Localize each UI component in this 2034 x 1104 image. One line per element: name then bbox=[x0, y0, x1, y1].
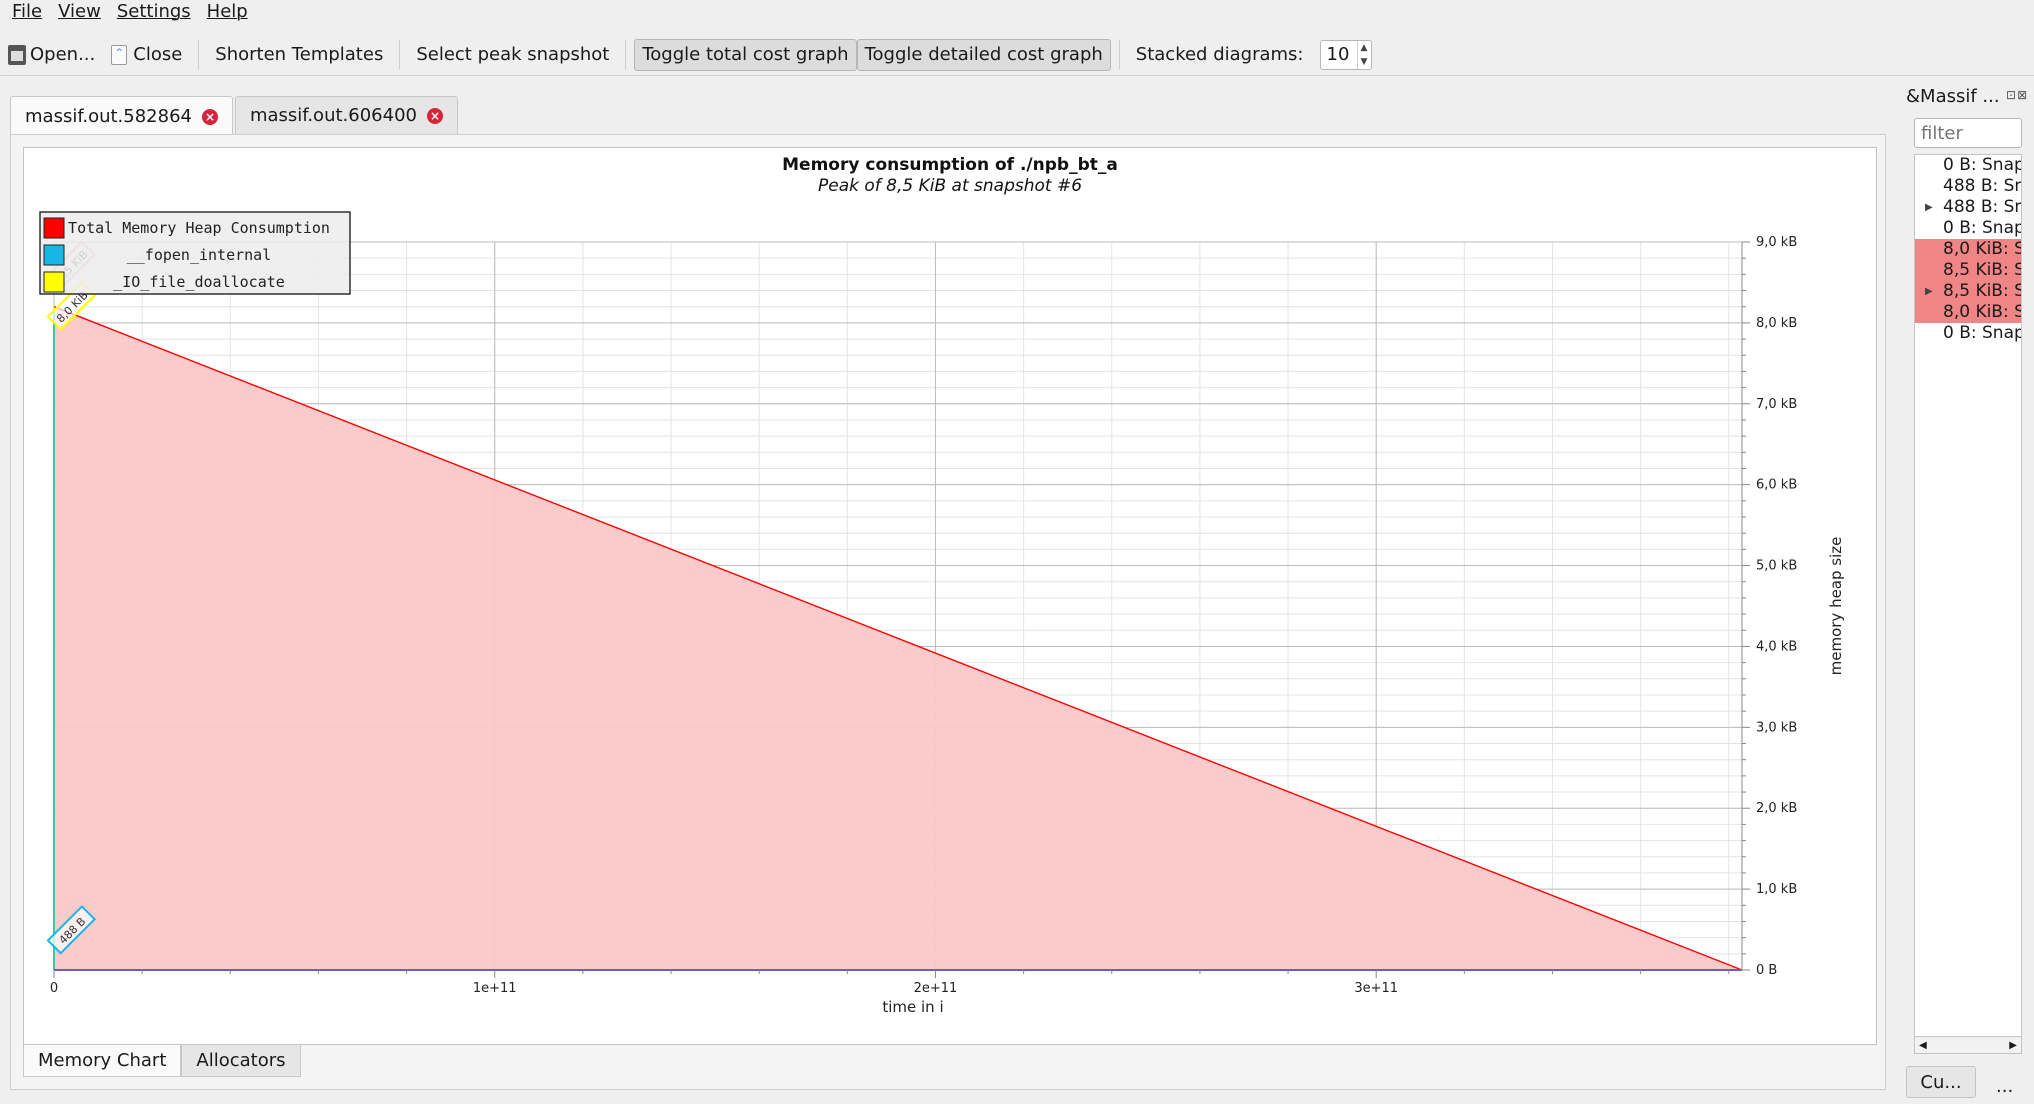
y-tick-label: 2,0 kB bbox=[1756, 801, 1797, 816]
toggle-detailed-cost-button[interactable]: Toggle detailed cost graph bbox=[856, 38, 1111, 71]
snapshot-label: 488 B: Sn. bbox=[1943, 197, 2021, 217]
chart-title: Memory consumption of ./npb_bt_a bbox=[782, 155, 1118, 175]
menu-file[interactable]: File bbox=[12, 1, 43, 22]
close-tab-icon[interactable]: × bbox=[201, 108, 218, 125]
legend-swatch bbox=[43, 244, 65, 266]
snapshot-list[interactable]: 0 B: Snap.488 B: Sn.▶488 B: Sn.0 B: Snap… bbox=[1914, 154, 2022, 1054]
tab-label: massif.out.582864 bbox=[25, 106, 192, 127]
stacked-diagrams-spinbox[interactable]: 10 ▲ ▼ bbox=[1319, 39, 1372, 70]
x-tick-label: 3e+11 bbox=[1354, 981, 1398, 996]
filter-input[interactable] bbox=[1914, 118, 2022, 148]
toolbar-separator bbox=[1118, 39, 1120, 70]
spin-arrows[interactable]: ▲ ▼ bbox=[1356, 40, 1371, 69]
y-tick-label: 0 B bbox=[1756, 963, 1777, 978]
toolbar-separator bbox=[399, 39, 401, 70]
snapshot-item[interactable]: 488 B: Sn. bbox=[1915, 176, 2021, 197]
menu-help[interactable]: Help bbox=[206, 1, 248, 22]
toolbar: Open... ^ Close Shorten Templates Select… bbox=[0, 34, 2034, 76]
snapshot-label: 0 B: Snap. bbox=[1943, 218, 2021, 238]
y-tick-label: 5,0 kB bbox=[1756, 559, 1797, 574]
horizontal-scrollbar[interactable]: ◀ ▶ bbox=[1914, 1036, 2022, 1054]
tab-massif-582864[interactable]: massif.out.582864 × bbox=[10, 96, 233, 136]
y-tick-label: 8,0 kB bbox=[1756, 316, 1797, 331]
chevron-down-icon[interactable]: ▼ bbox=[1360, 56, 1368, 67]
series-line bbox=[53, 306, 1743, 971]
scroll-right-icon[interactable]: ▶ bbox=[2009, 1039, 2017, 1051]
menu-bar: File View Settings Help bbox=[0, 0, 2034, 24]
shorten-templates-button[interactable]: Shorten Templates bbox=[215, 44, 384, 65]
annotation-box bbox=[46, 905, 97, 955]
menu-settings[interactable]: Settings bbox=[116, 1, 191, 22]
toolbar-separator bbox=[625, 39, 627, 70]
close-button[interactable]: ^ Close bbox=[103, 39, 190, 71]
snapshot-item[interactable]: ▶ 488 B: Sn. bbox=[1915, 197, 2021, 218]
dock-title: &Massif ... bbox=[1906, 86, 2000, 107]
chart-subtitle: Peak of 8,5 KiB at snapshot #6 bbox=[818, 176, 1082, 196]
file-tabs: massif.out.582864 × massif.out.606400 × bbox=[10, 96, 460, 136]
tab-allocators[interactable]: Allocators bbox=[181, 1045, 301, 1077]
snapshot-item[interactable]: 8,0 KiB: S. bbox=[1915, 239, 2021, 260]
y-tick-label: 4,0 kB bbox=[1756, 639, 1797, 654]
menu-view[interactable]: View bbox=[58, 1, 101, 22]
open-file-icon bbox=[8, 44, 26, 65]
y-tick-label: 1,0 kB bbox=[1756, 882, 1797, 897]
legend-label: _IO_file_doallocate bbox=[113, 273, 285, 291]
dock-bottom-button[interactable]: Cu... bbox=[1906, 1066, 1976, 1098]
y-tick-label: 7,0 kB bbox=[1756, 397, 1797, 412]
stacked-diagrams-label: Stacked diagrams: bbox=[1135, 44, 1304, 65]
x-tick-label: 1e+11 bbox=[473, 981, 517, 996]
legend-label: __fopen_internal bbox=[127, 246, 272, 264]
float-dock-icon[interactable]: ⊡ bbox=[2006, 88, 2018, 102]
expand-arrow-icon[interactable]: ▶ bbox=[1925, 202, 1933, 213]
snapshot-label: 8,5 KiB: S. bbox=[1943, 281, 2021, 301]
snapshot-label: 488 B: Sn. bbox=[1943, 176, 2021, 196]
chart-canvas: 0 B 1,0 kB 2,0 kB 3,0 kB 4,0 kB 5,0 kB 6,0 kB 7… bbox=[39, 155, 1845, 1016]
snapshot-item[interactable]: 0 B: Snap. bbox=[1915, 218, 2021, 239]
snapshot-item[interactable]: 0 B: Snap. bbox=[1915, 155, 2021, 176]
x-axis-label: time in i bbox=[882, 998, 943, 1016]
close-button-label: Close bbox=[133, 44, 183, 65]
open-button[interactable]: Open... bbox=[0, 39, 103, 71]
view-tabs: Memory Chart Allocators bbox=[23, 1045, 301, 1077]
chevron-up-icon[interactable]: ▲ bbox=[1360, 42, 1368, 53]
close-dock-icon[interactable]: ⊠ bbox=[2017, 88, 2029, 102]
tab-massif-606400[interactable]: massif.out.606400 × bbox=[234, 96, 458, 134]
y-tick-label: 3,0 kB bbox=[1756, 720, 1797, 735]
y-tick-label: 6,0 kB bbox=[1756, 478, 1797, 493]
toggle-total-cost-button[interactable]: Toggle total cost graph bbox=[634, 38, 857, 71]
legend-swatch bbox=[43, 271, 65, 293]
snapshot-label: 0 B: Snap. bbox=[1943, 323, 2021, 343]
snapshot-label: 8,0 KiB: S. bbox=[1943, 239, 2021, 259]
tab-label: massif.out.606400 bbox=[249, 105, 417, 126]
x-tick-label: 0 bbox=[50, 981, 58, 996]
stacked-diagrams-value: 10 bbox=[1326, 44, 1350, 65]
tab-content-panel: 0 B 1,0 kB 2,0 kB 3,0 kB 4,0 kB 5,0 kB 6,0 kB 7… bbox=[10, 134, 1886, 1090]
memory-chart: 0 B 1,0 kB 2,0 kB 3,0 kB 4,0 kB 5,0 kB 6,0 kB 7… bbox=[23, 147, 1877, 1045]
snapshot-item[interactable]: 8,5 KiB: S. bbox=[1915, 260, 2021, 281]
snapshot-item[interactable]: 8,0 KiB: S. bbox=[1915, 302, 2021, 323]
expand-arrow-icon[interactable]: ▶ bbox=[1925, 286, 1933, 297]
open-button-label: Open... bbox=[30, 44, 96, 65]
close-file-icon: ^ bbox=[111, 44, 128, 65]
y-axis-label: memory heap size bbox=[1827, 537, 1845, 676]
dock-buttons[interactable]: ⊡⊠ bbox=[2006, 88, 2028, 102]
toolbar-separator bbox=[198, 39, 200, 70]
snapshot-item[interactable]: ▶ 8,5 KiB: S. bbox=[1915, 281, 2021, 302]
snapshot-item[interactable]: 0 B: Snap. bbox=[1915, 323, 2021, 344]
y-tick-label: 9,0 kB bbox=[1756, 235, 1797, 250]
legend-swatch bbox=[43, 217, 65, 239]
tab-memory-chart[interactable]: Memory Chart bbox=[23, 1045, 182, 1077]
more-options[interactable]: ... bbox=[1996, 1076, 2014, 1097]
legend-box bbox=[39, 211, 351, 295]
snapshot-label: 0 B: Snap. bbox=[1943, 155, 2021, 175]
legend-label: Total Memory Heap Consumption bbox=[68, 219, 330, 237]
close-tab-icon[interactable]: × bbox=[426, 107, 443, 124]
snapshot-label: 8,0 KiB: S. bbox=[1943, 302, 2021, 322]
select-peak-snapshot-button[interactable]: Select peak snapshot bbox=[416, 44, 610, 65]
scroll-left-icon[interactable]: ◀ bbox=[1919, 1039, 1927, 1051]
snapshot-label: 8,5 KiB: S. bbox=[1943, 260, 2021, 280]
x-tick-label: 2e+11 bbox=[914, 981, 958, 996]
